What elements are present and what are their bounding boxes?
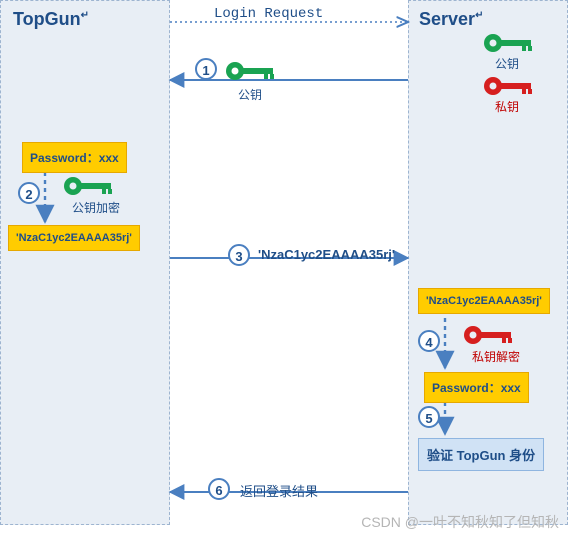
watermark: CSDN @一叶不知秋知了但知秋 — [361, 512, 559, 532]
step1-key-icon — [224, 60, 278, 87]
step-5: 5 — [418, 406, 440, 428]
step4-key-label: 私钥解密 — [472, 348, 520, 365]
step-3: 3 — [228, 244, 250, 266]
step-2: 2 — [18, 182, 40, 204]
client-title: TopGun↵ — [13, 9, 89, 30]
public-key-label: 公钥 — [495, 55, 519, 72]
step4-key-icon — [462, 324, 516, 351]
step6-label: 返回登录结果 — [240, 481, 318, 500]
step-6: 6 — [208, 478, 230, 500]
login-request-label: Login Request — [214, 6, 323, 22]
step-1: 1 — [195, 58, 217, 80]
client-lane: TopGun↵ — [0, 0, 170, 525]
step2-key-label: 公钥加密 — [72, 199, 120, 216]
server-title: Server↵ — [419, 9, 483, 30]
step1-key-label: 公钥 — [238, 86, 262, 103]
step3-cipher-label: 'NzaC1yc2EAAAA35rj' — [258, 247, 395, 262]
server-password-box: Password：xxx — [424, 372, 529, 403]
verify-identity-box: 验证 TopGun 身份 — [418, 438, 544, 471]
server-cipher-box: 'NzaC1yc2EAAAA35rj' — [418, 288, 550, 314]
private-key-label: 私钥 — [495, 98, 519, 115]
client-password-box: Password：xxx — [22, 142, 127, 173]
step2-key-icon — [62, 175, 116, 202]
client-cipher-box: 'NzaC1yc2EAAAA35rj' — [8, 225, 140, 251]
step-4: 4 — [418, 330, 440, 352]
